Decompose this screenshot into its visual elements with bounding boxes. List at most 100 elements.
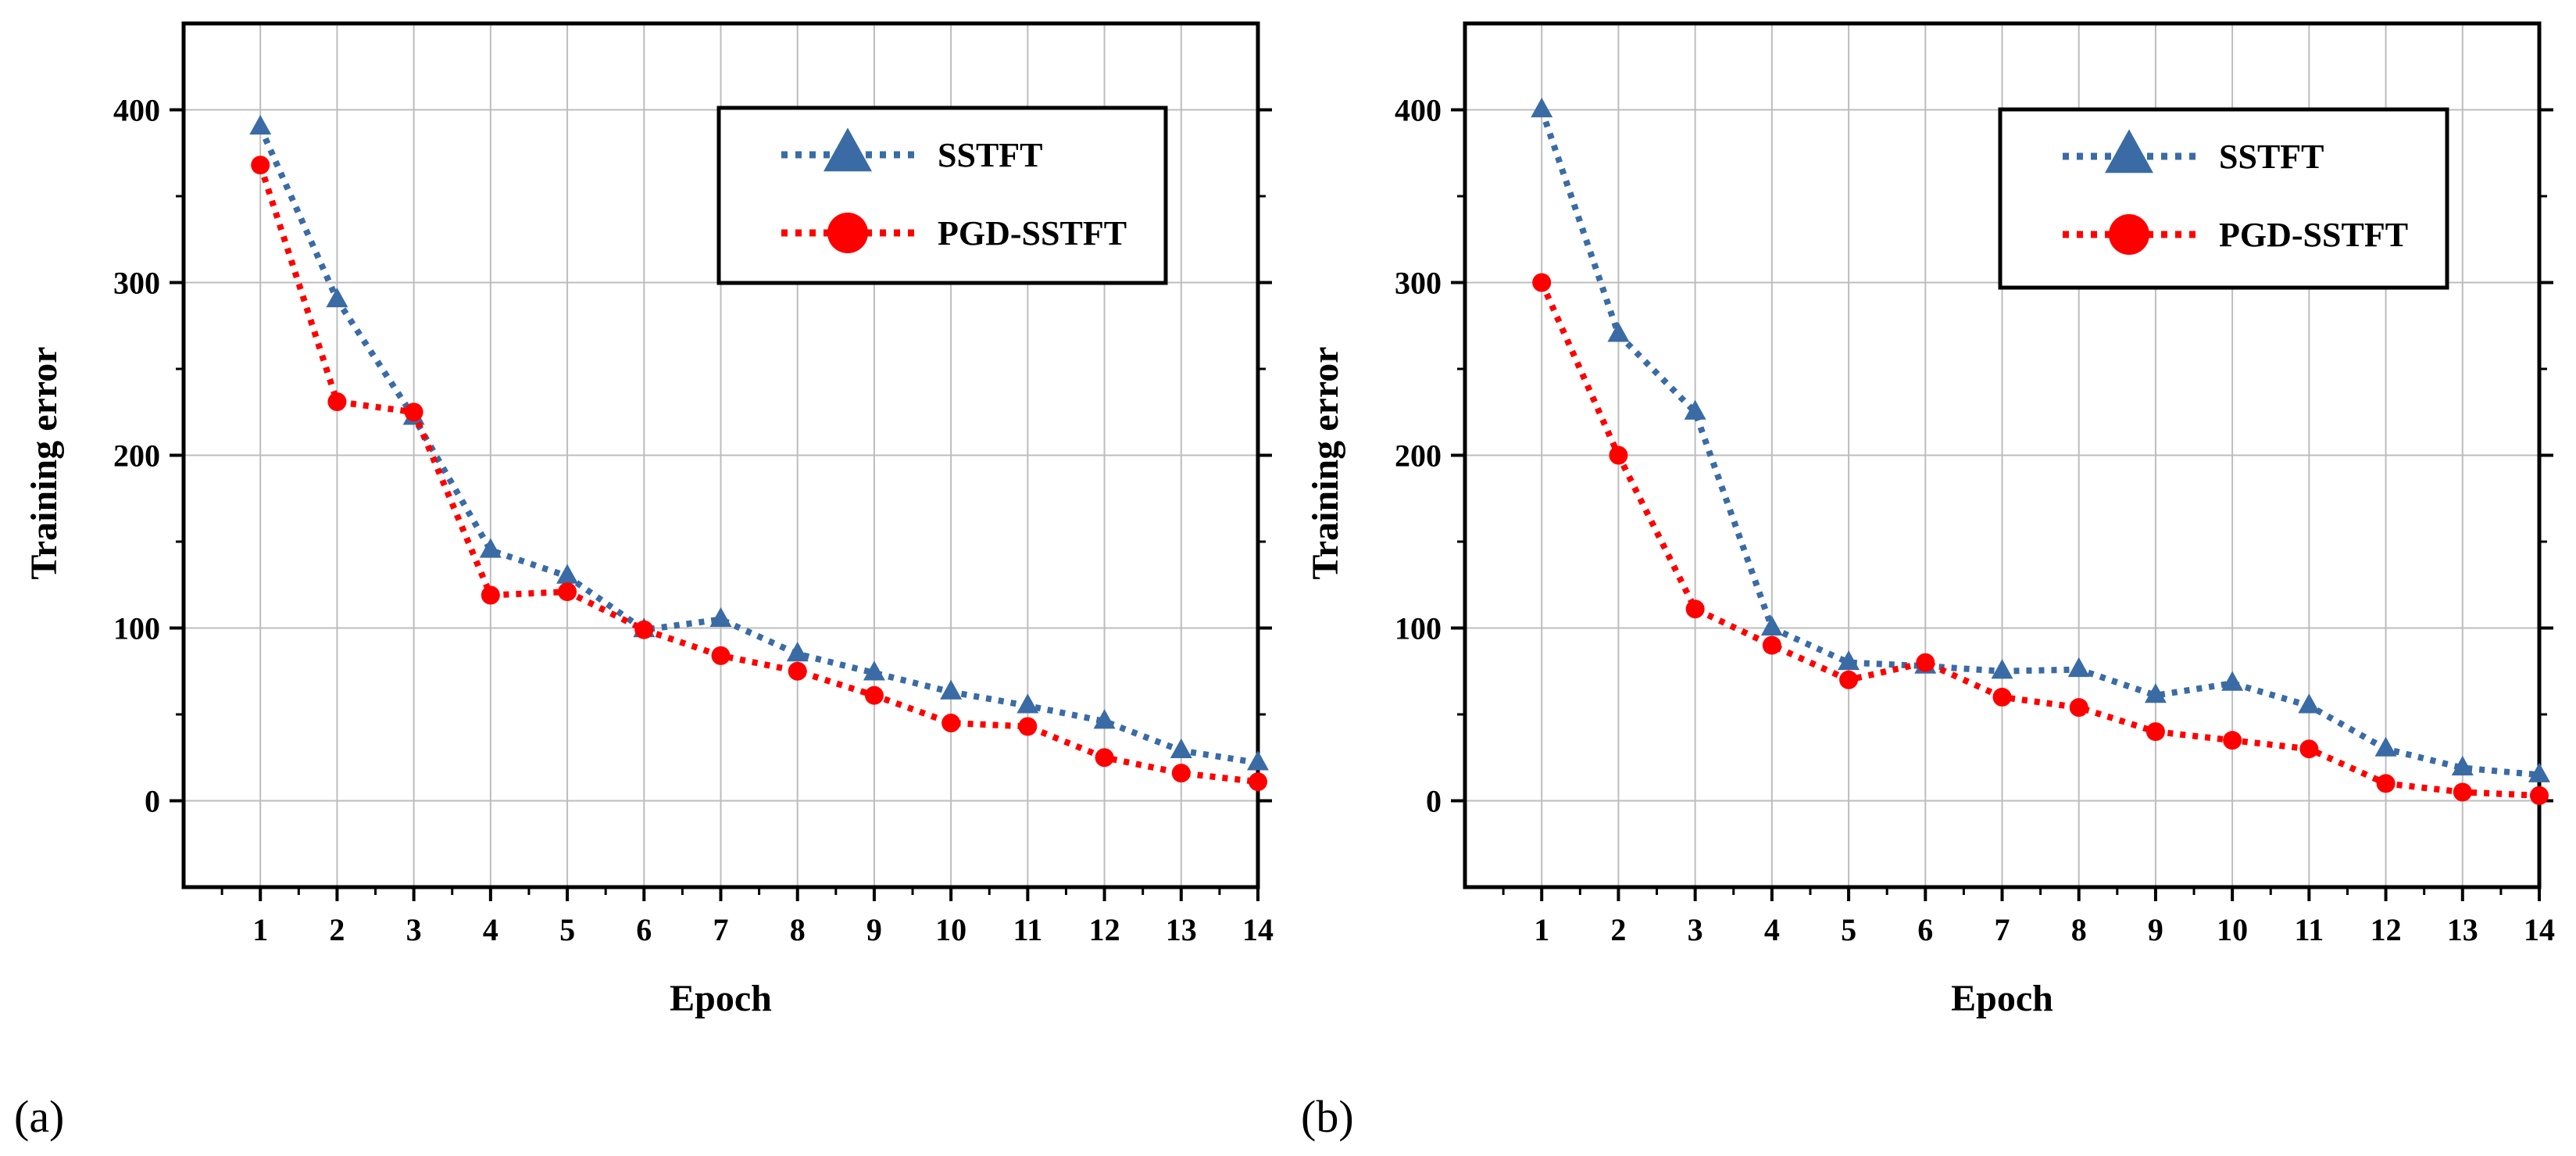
y-tick-label: 0 (1426, 784, 1442, 819)
x-tick-label: 1 (252, 912, 268, 947)
data-point-triangle (1684, 399, 1706, 420)
legend-box (1998, 107, 2449, 290)
data-point-circle (941, 714, 961, 733)
data-point-triangle (786, 642, 809, 662)
x-tick-label: 12 (2371, 912, 2402, 947)
y-tick-label: 300 (1395, 266, 1442, 301)
data-point-circle (404, 403, 423, 422)
x-tick-label: 13 (2447, 912, 2478, 947)
data-point-circle (1916, 653, 1935, 672)
data-point-triangle (1093, 709, 1116, 729)
x-tick-label: 10 (935, 912, 966, 947)
x-tick-label: 8 (2071, 912, 2087, 947)
data-point-triangle (1016, 693, 1039, 714)
y-axis-title: Training error (23, 346, 65, 579)
y-tick-label: 100 (113, 611, 160, 646)
x-tick-label: 2 (329, 912, 345, 947)
data-point-triangle (2374, 736, 2397, 757)
x-tick-label: 8 (790, 912, 806, 947)
series-line-pgd-sstft (257, 163, 1259, 786)
x-tick-label: 7 (713, 912, 729, 947)
x-tick-label: 10 (2217, 912, 2248, 947)
data-point-circle (1992, 687, 2012, 707)
y-tick-label: 400 (113, 93, 160, 128)
data-point-circle (558, 582, 577, 602)
data-point-triangle (1170, 738, 1192, 758)
x-tick-label: 4 (1764, 912, 1780, 947)
data-point-circle (251, 156, 270, 175)
data-point-triangle (1247, 750, 1269, 771)
data-point-triangle (2528, 762, 2550, 782)
legend-label: SSTFT (938, 136, 1043, 174)
legend-marker-triangle (2105, 129, 2153, 174)
data-point-circle (2223, 731, 2242, 750)
x-tick-label: 11 (2294, 912, 2324, 947)
series-line-sstft (257, 125, 1259, 766)
panel-label: (a) (14, 1091, 64, 1142)
data-point-circle (2299, 739, 2319, 759)
data-point-triangle (479, 538, 502, 558)
data-point-circle (788, 661, 807, 681)
data-point-circle (1532, 273, 1552, 292)
x-tick-label: 6 (636, 912, 652, 947)
data-point-circle (1171, 764, 1191, 783)
data-point-triangle (2144, 683, 2167, 703)
data-point-circle (864, 685, 884, 705)
x-tick-label: 5 (559, 912, 575, 947)
legend-label: SSTFT (2219, 138, 2324, 176)
data-point-triangle (2067, 657, 2090, 678)
data-point-triangle (940, 679, 963, 700)
x-axis-title: Epoch (1951, 978, 2053, 1019)
data-point-circle (481, 585, 500, 605)
y-tick-label: 0 (145, 784, 160, 819)
x-tick-label: 11 (1013, 912, 1042, 947)
series-line-sstft (1538, 109, 2540, 778)
data-point-circle (2069, 698, 2088, 718)
data-point-triangle (1760, 615, 1783, 636)
x-tick-label: 14 (1242, 912, 1274, 947)
legend-marker-triangle (824, 127, 872, 172)
data-point-triangle (709, 607, 732, 628)
data-point-circle (1685, 599, 1705, 619)
legend-label: PGD-SSTFT (2219, 216, 2408, 254)
x-tick-label: 5 (1841, 912, 1856, 947)
y-tick-label: 400 (1395, 93, 1442, 128)
x-axis-title: Epoch (670, 978, 772, 1019)
x-tick-label: 9 (866, 912, 882, 947)
data-point-circle (2376, 774, 2396, 793)
data-point-circle (1018, 717, 1038, 736)
chart-panel-a: 1 2 3 4 5 6 7 8 9 10 11 12 13 140100200300400EpochTra… (23, 21, 1274, 1019)
y-axis-title: Training error (1305, 346, 1346, 579)
y-tick-label: 300 (113, 266, 160, 301)
legend-label: PGD-SSTFT (938, 214, 1127, 252)
data-point-triangle (1531, 97, 1553, 118)
data-point-triangle (1838, 650, 1860, 671)
data-point-triangle (556, 564, 579, 584)
x-tick-label: 6 (1917, 912, 1933, 947)
y-tick-label: 200 (1395, 438, 1442, 474)
data-point-circle (1609, 446, 1628, 465)
data-point-circle (711, 646, 731, 665)
legend-marker-circle (827, 213, 868, 253)
data-point-circle (1762, 635, 1781, 655)
x-tick-label: 3 (406, 912, 422, 947)
legend-marker-circle (2109, 214, 2149, 255)
legend: SSTFT PGD-SSTFT (716, 106, 1168, 285)
x-tick-label: 7 (1995, 912, 2010, 947)
legend: SSTFT PGD-SSTFT (1998, 107, 2449, 290)
x-tick-label: 14 (2524, 912, 2555, 947)
x-tick-label: 12 (1089, 912, 1120, 947)
data-point-triangle (2298, 693, 2321, 714)
data-point-circle (634, 620, 654, 639)
x-tick-label: 3 (1688, 912, 1703, 947)
x-tick-label: 13 (1166, 912, 1197, 947)
data-point-circle (2453, 782, 2472, 802)
data-point-circle (1839, 670, 1859, 689)
chart-panel-b: 1 2 3 4 5 6 7 8 9 10 11 12 13 140100200300400EpochTra… (1305, 21, 2555, 1019)
series-line-pgd-sstft (1538, 281, 2540, 799)
data-point-triangle (1607, 322, 1630, 342)
data-point-triangle (2451, 755, 2474, 776)
x-tick-label: 9 (2148, 912, 2163, 947)
data-point-triangle (1991, 659, 2013, 679)
